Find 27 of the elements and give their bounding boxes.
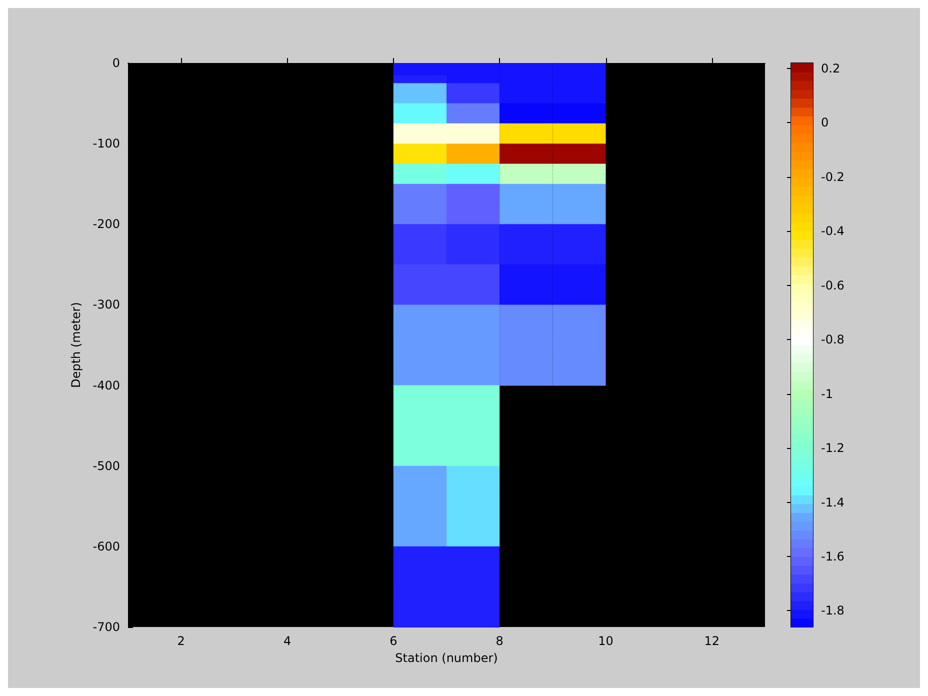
x-tick-label: 6 (390, 634, 398, 648)
color-bar-label: -1.2 (821, 441, 844, 456)
y-tick-label: -400 (92, 378, 120, 392)
color-bar-label: -0.6 (821, 278, 844, 292)
color-bar-label: -0.4 (821, 224, 844, 238)
x-tick-label: 8 (496, 634, 504, 648)
y-tick-label: -600 (92, 539, 120, 554)
x-tick-label: 12 (704, 634, 720, 648)
x-tick-label: 4 (283, 634, 292, 648)
color-bar-label: 0.2 (821, 61, 840, 76)
color-bar-label: -1.4 (821, 495, 844, 510)
y-tick-label: 0 (112, 56, 120, 70)
x-tick-label: 2 (177, 634, 185, 648)
y-tick-label: -200 (92, 217, 120, 232)
color-bar-label: 0 (821, 116, 829, 130)
color-bar-label: -1 (821, 386, 833, 401)
y-tick-label: -700 (92, 620, 120, 634)
x-axis-title: Station (number) (395, 650, 498, 665)
y-tick-label: -100 (92, 136, 120, 151)
color-bar-label: -1.8 (821, 604, 844, 618)
y-tick-label: -500 (92, 458, 120, 473)
x-tick-label: 10 (598, 634, 614, 648)
color-bar-label: -0.2 (821, 170, 844, 184)
y-tick-label: -300 (92, 298, 120, 312)
color-bar-label: -1.6 (821, 550, 844, 564)
y-axis-title: Depth (meter) (68, 302, 83, 388)
color-bar-label: -0.8 (821, 332, 844, 347)
